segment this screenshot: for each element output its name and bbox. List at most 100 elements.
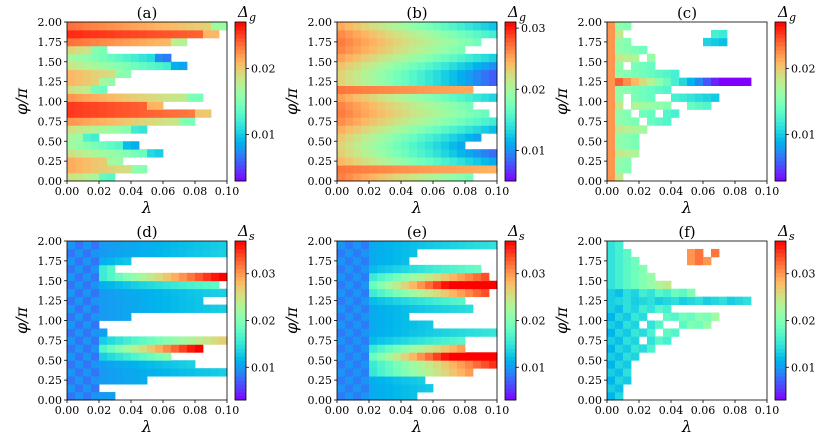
- heatmap-cell: [457, 69, 466, 79]
- heatmap-cell: [361, 133, 370, 142]
- colorbar-segment: [505, 161, 516, 166]
- heatmap-cell: [607, 304, 616, 313]
- heatmap-cell: [139, 149, 148, 158]
- heatmap-cell: [473, 264, 482, 274]
- heatmap-cell: [203, 248, 212, 258]
- heatmap-cell: [115, 37, 124, 47]
- colorbar-segment: [235, 368, 246, 373]
- heatmap-cell: [107, 368, 116, 377]
- heatmap-cell: [163, 53, 172, 63]
- heatmap-cell: [123, 312, 132, 321]
- heatmap-cell: [75, 133, 84, 142]
- heatmap-cell: [353, 149, 362, 158]
- heatmap-cell: [631, 288, 640, 298]
- heatmap-cell: [489, 165, 498, 174]
- heatmap-cell: [409, 61, 418, 71]
- heatmap-cell: [639, 304, 648, 313]
- heatmap-cell: [171, 93, 180, 102]
- heatmap-cell: [433, 264, 442, 274]
- heatmap-cell: [67, 312, 76, 321]
- colorbar-segment: [505, 304, 516, 309]
- heatmap-cell: [123, 248, 132, 258]
- heatmap-cell: [345, 157, 354, 166]
- heatmap-cell: [107, 352, 116, 361]
- heatmap-cell: [623, 296, 632, 305]
- heatmap-cell: [345, 336, 354, 345]
- colorbar-segment: [235, 320, 246, 325]
- heatmap-cell: [401, 328, 410, 337]
- heatmap-cell: [99, 248, 108, 258]
- heatmap-cell: [703, 256, 712, 266]
- heatmap-cell: [377, 117, 386, 126]
- heatmap-cell: [433, 288, 442, 298]
- colorbar-segment: [775, 61, 786, 67]
- heatmap-cell: [99, 256, 108, 266]
- heatmap-cell: [163, 117, 172, 126]
- heatmap-cell: [179, 29, 188, 39]
- x-tick-label: 0.00: [325, 185, 350, 198]
- colorbar-segment: [775, 380, 786, 385]
- x-tick-label: 0.04: [659, 404, 684, 417]
- heatmap-cell: [401, 304, 410, 313]
- colorbar-label: Δ: [507, 3, 519, 21]
- heatmap-cell: [465, 241, 474, 250]
- heatmap-cell: [481, 360, 490, 369]
- heatmap-cell: [393, 264, 402, 274]
- heatmap-cell: [385, 320, 394, 329]
- heatmap-cell: [647, 320, 656, 329]
- heatmap-cell: [179, 296, 188, 305]
- colorbar-segment: [235, 256, 246, 262]
- colorbar-segment: [505, 316, 516, 321]
- heatmap-cell: [91, 328, 100, 337]
- colorbar-segment: [505, 149, 516, 154]
- heatmap-cell: [401, 352, 410, 361]
- colorbar-segment: [775, 161, 786, 166]
- heatmap-cell: [631, 69, 640, 79]
- colorbar-segment: [505, 25, 516, 31]
- colorbar-tick-label: 0.01: [251, 129, 276, 142]
- heatmap-cell: [83, 272, 92, 282]
- heatmap-cell: [417, 77, 426, 86]
- colorbar-segment: [775, 372, 786, 377]
- heatmap-cell: [615, 288, 624, 298]
- heatmap-cell: [417, 157, 426, 166]
- heatmap-cell: [441, 22, 450, 31]
- heatmap-cell: [385, 61, 394, 71]
- heatmap-cell: [703, 296, 712, 305]
- colorbar-segment: [235, 22, 246, 27]
- heatmap-cell: [401, 93, 410, 102]
- heatmap-cell: [607, 22, 616, 31]
- heatmap-cell: [361, 336, 370, 345]
- panel-f: 0.00 0.02 0.04 0.06 0.08 0.100.000.250.500.75…: [552, 222, 816, 436]
- heatmap-cell: [377, 360, 386, 369]
- heatmap-cell: [489, 280, 498, 290]
- heatmap-cell: [647, 117, 656, 126]
- heatmap-cell: [623, 109, 632, 118]
- colorbar-segment: [505, 37, 516, 43]
- x-tick-label: 0.04: [389, 404, 414, 417]
- heatmap-cell: [719, 37, 728, 47]
- heatmap-cell: [615, 109, 624, 118]
- colorbar-label: Δ: [777, 222, 789, 240]
- colorbar-segment: [235, 328, 246, 333]
- colorbar-segment: [505, 113, 516, 118]
- heatmap-cell: [211, 368, 220, 377]
- heatmap-cell: [473, 125, 482, 134]
- heatmap-cell: [345, 248, 354, 258]
- heatmap-cell: [337, 248, 346, 258]
- heatmap-cell: [99, 165, 108, 174]
- heatmap-cell: [449, 77, 458, 86]
- heatmap-cell: [615, 125, 624, 134]
- x-tick-label: 0.10: [215, 404, 240, 417]
- heatmap-cell: [115, 53, 124, 63]
- heatmap-cell: [385, 101, 394, 110]
- heatmap-cell: [623, 304, 632, 313]
- heatmap-cell: [377, 344, 386, 353]
- colorbar-segment: [775, 320, 786, 325]
- heatmap-cell: [131, 368, 140, 377]
- heatmap-cell: [361, 149, 370, 158]
- heatmap-cell: [409, 344, 418, 353]
- heatmap-cell: [345, 45, 354, 55]
- heatmap-cell: [115, 165, 124, 174]
- heatmap-cell: [131, 352, 140, 361]
